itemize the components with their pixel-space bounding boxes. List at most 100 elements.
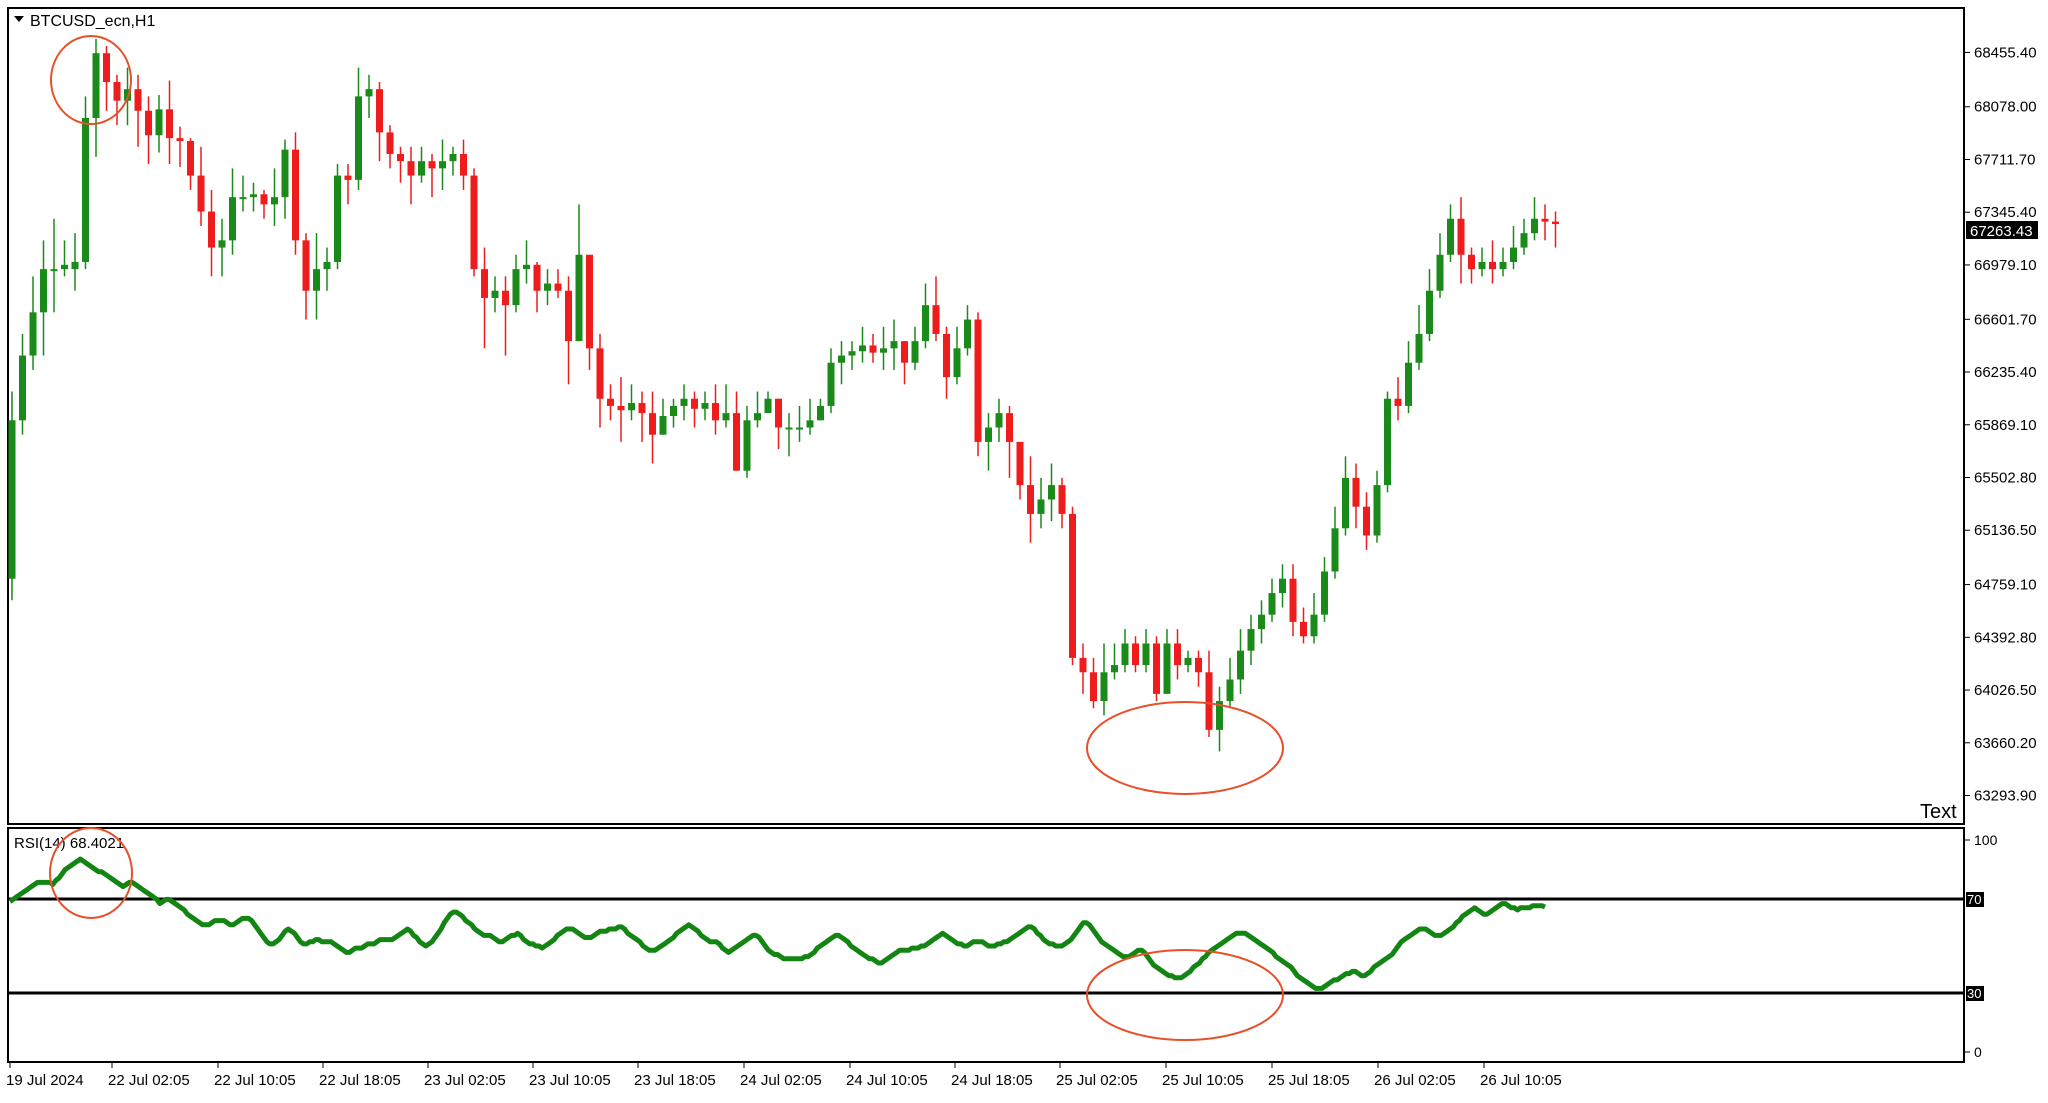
price-tick-label: 68455.40 <box>1974 44 2037 61</box>
candle-body <box>1184 657 1192 666</box>
price-tick-label: 65502.80 <box>1974 470 2037 487</box>
candle-body <box>386 132 394 154</box>
candle-body <box>1258 614 1265 630</box>
candle-body <box>848 351 856 356</box>
highlight-circle-rsi-bottom <box>1086 949 1284 1041</box>
candle-body <box>953 348 961 378</box>
candle-body <box>113 81 121 101</box>
candle-body <box>481 269 488 298</box>
candle-body <box>407 161 415 176</box>
candle-body <box>1027 485 1034 514</box>
candle-body <box>764 398 772 414</box>
candle-body <box>1373 485 1381 536</box>
candle-body <box>554 283 562 291</box>
rsi-tag-30-bg <box>1966 986 1984 1001</box>
time-tick-label: 24 Jul 18:05 <box>951 1072 1033 1089</box>
candle-body <box>806 420 814 428</box>
candle-body <box>754 413 761 421</box>
candle-body <box>418 161 425 176</box>
rsi-tick-label: 0 <box>1974 1044 1982 1060</box>
candle-body <box>544 283 551 291</box>
price-tick-label: 63660.20 <box>1974 735 2037 752</box>
candle-body <box>533 264 541 291</box>
candle-body <box>155 109 163 136</box>
candle-body <box>460 153 467 176</box>
candle-body <box>124 89 131 101</box>
time-tick-label: 23 Jul 18:05 <box>634 1072 716 1089</box>
time-tick-label: 25 Jul 18:05 <box>1268 1072 1350 1089</box>
candle-body <box>428 161 436 169</box>
candle-body <box>1457 218 1465 255</box>
price-tick-label: 65136.50 <box>1974 522 2037 539</box>
candle-body <box>565 290 572 342</box>
candle-body <box>1363 506 1370 536</box>
candle-body <box>491 290 499 298</box>
candle-body <box>1447 218 1454 255</box>
candle-body <box>1468 254 1475 270</box>
candle-body <box>1226 679 1234 702</box>
time-tick-label: 22 Jul 10:05 <box>214 1072 296 1089</box>
candle-body <box>743 420 751 471</box>
candle-body <box>1174 643 1181 666</box>
candle-body <box>985 427 992 442</box>
candle-body <box>1121 643 1129 666</box>
candle-body <box>208 211 215 248</box>
candle-body <box>701 403 709 409</box>
candle-body <box>1153 643 1160 694</box>
candle-body <box>1163 643 1171 694</box>
symbol-label: BTCUSD_ecn,H1 <box>30 13 155 30</box>
candle-body <box>817 405 824 421</box>
candle-body <box>775 398 782 428</box>
candle-body <box>596 348 604 399</box>
candle-body <box>1279 578 1286 594</box>
candle-body <box>901 341 908 363</box>
candle-body <box>691 398 698 409</box>
candle-body <box>71 261 79 270</box>
candle-body <box>502 290 509 306</box>
candle-body <box>355 96 362 180</box>
candle-body <box>1510 247 1517 262</box>
candle-body <box>1415 333 1423 363</box>
candle-body <box>659 416 667 435</box>
candle-body <box>1352 477 1360 507</box>
time-tick-label: 19 Jul 2024 <box>6 1072 84 1089</box>
candle-body <box>1436 254 1444 291</box>
candle-body <box>1268 593 1276 615</box>
candle-body <box>1300 621 1307 637</box>
candle-body <box>617 405 625 411</box>
candle-body <box>50 269 58 272</box>
price-tick-label: 67345.40 <box>1974 204 2037 221</box>
candle-body <box>964 319 971 349</box>
candle-body <box>974 319 982 442</box>
time-tick-label: 25 Jul 10:05 <box>1162 1072 1244 1089</box>
price-panel-frame <box>7 7 1965 825</box>
candle-body <box>733 413 740 471</box>
candle-body <box>323 261 331 270</box>
candle-body <box>439 161 446 169</box>
candle-body <box>628 403 635 411</box>
candle-body <box>313 269 320 291</box>
candle-body <box>1142 643 1150 666</box>
candle-body <box>1489 261 1496 270</box>
candle-body <box>607 398 614 406</box>
candle-body <box>229 197 236 241</box>
candle-body <box>1016 441 1024 486</box>
candle-body <box>859 345 866 352</box>
triangle-down-icon[interactable] <box>14 16 24 22</box>
candle-body <box>712 403 719 421</box>
candle-body <box>1247 629 1255 651</box>
candle-body <box>890 341 898 349</box>
candle-body <box>344 175 352 180</box>
candle-body <box>911 341 919 363</box>
candle-body <box>1310 614 1318 637</box>
candles <box>8 38 1559 752</box>
price-tick-label: 66979.10 <box>1974 257 2037 274</box>
rsi-tag-30: 30 <box>1967 986 1981 1001</box>
candle-body <box>1321 571 1328 615</box>
price-tick-label: 63293.90 <box>1974 788 2037 805</box>
candle-body <box>722 413 730 421</box>
candle-body <box>281 149 289 198</box>
candle-body <box>250 194 257 198</box>
candle-body <box>1090 672 1097 702</box>
candle-body <box>586 254 593 349</box>
